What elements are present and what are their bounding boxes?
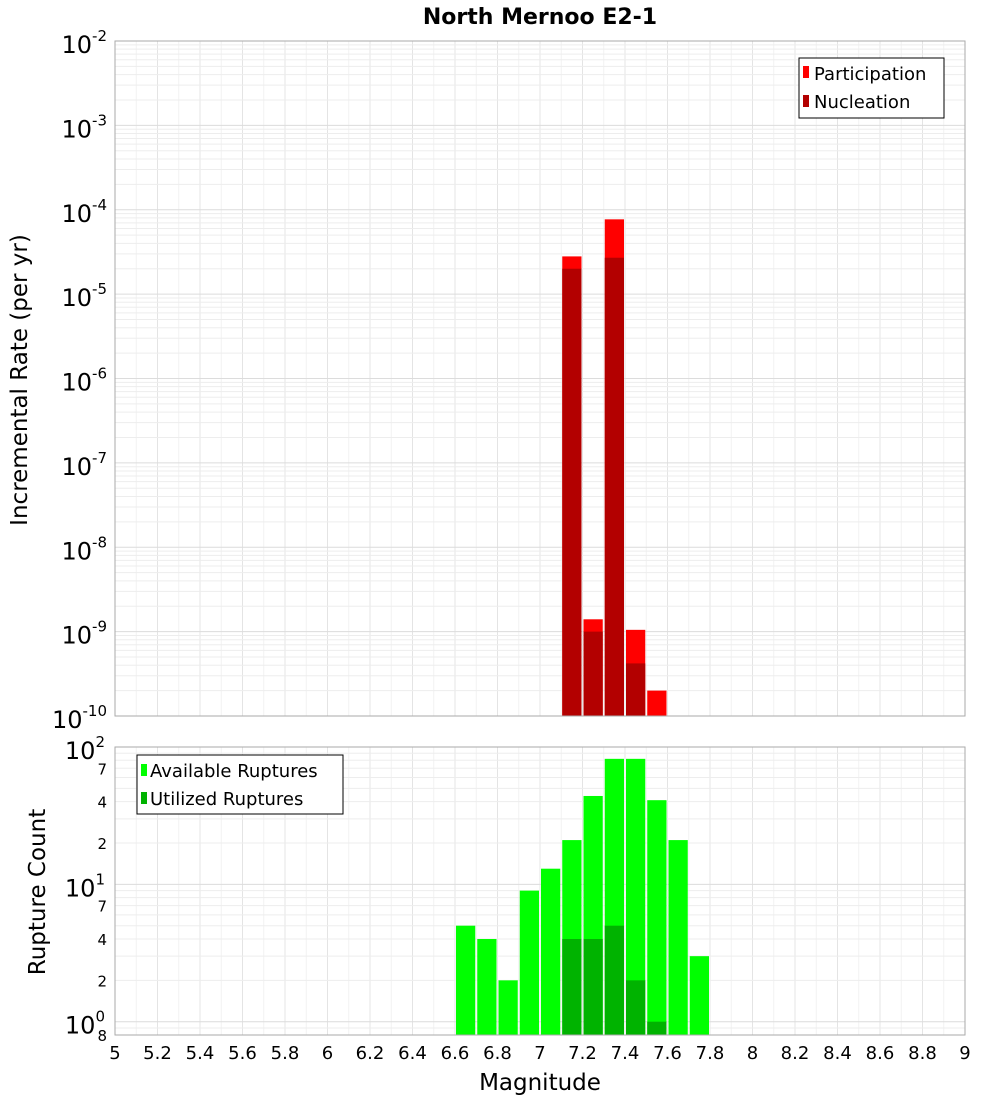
top-bar-participation [647, 690, 667, 716]
top-y-tick-label: 10-2 [61, 27, 107, 59]
bottom-bar-available-ruptures [456, 925, 476, 1035]
bottom-bar-utilized-ruptures [583, 939, 603, 1035]
bottom-bar-available-ruptures [498, 980, 518, 1035]
bottom-bar-available-ruptures [541, 868, 561, 1035]
bottom-y-ticks: 102 101 100 7 4 2 7 4 2 8 [65, 733, 107, 1045]
bottom-y-minor-tick-label: 7 [97, 760, 107, 778]
top-y-tick-label: 10-4 [61, 196, 107, 228]
x-tick-label: 6.8 [483, 1043, 512, 1064]
x-ticks: 5 5.2 5.4 5.6 5.8 6 6.2 6.4 6.6 6.8 7 7.2 7.4 7.6 7.8 8… [109, 1043, 970, 1064]
legend-label-available: Available Ruptures [150, 761, 318, 782]
x-tick-label: 5.2 [143, 1043, 172, 1064]
bottom-bar-available-ruptures [477, 939, 497, 1035]
x-tick-label: 7.4 [611, 1043, 640, 1064]
bottom-y-minor-tick-label: 8 [97, 1027, 107, 1045]
x-tick-label: 7 [534, 1043, 545, 1064]
bottom-y-minor-tick-label: 4 [97, 794, 107, 812]
bottom-grid [114, 747, 966, 1036]
top-bars [562, 219, 667, 717]
x-tick-label: 8.6 [866, 1043, 895, 1064]
bottom-bar-utilized-ruptures [626, 980, 646, 1035]
top-bar-nucleation [583, 631, 603, 716]
bottom-y-tick-label: 100 [65, 1008, 105, 1040]
legend-swatch-nucleation [803, 95, 809, 107]
bottom-legend: Available Ruptures Utilized Ruptures [136, 754, 344, 815]
top-y-tick-label: 10-5 [61, 280, 107, 312]
x-tick-label: 6.2 [356, 1043, 385, 1064]
top-y-tick-label: 10-9 [61, 618, 107, 650]
top-plot-frame [114, 40, 966, 717]
top-y-axis-label: Incremental Rate (per yr) [7, 234, 33, 526]
bottom-bar-utilized-ruptures [604, 925, 624, 1035]
x-tick-label: 6.6 [441, 1043, 470, 1064]
bottom-bar-available-ruptures [519, 890, 539, 1035]
top-y-ticks: 10-2 10-3 10-4 10-5 10-6 10-7 10-8 10-9 10-10 [52, 27, 107, 734]
top-y-tick-label: 10-7 [61, 449, 107, 481]
x-tick-label: 9 [959, 1043, 970, 1064]
top-legend: Participation Nucleation [798, 57, 945, 119]
bottom-bar-utilized-ruptures [647, 1021, 667, 1035]
bottom-plot-frame [114, 746, 966, 1036]
legend-swatch-utilized [141, 792, 147, 804]
x-tick-label: 5.8 [271, 1043, 300, 1064]
x-tick-label: 5.6 [228, 1043, 257, 1064]
bottom-bar-available-ruptures [647, 800, 667, 1035]
x-tick-label: 8 [747, 1043, 758, 1064]
x-tick-label: 5 [109, 1043, 120, 1064]
x-tick-label: 7.6 [653, 1043, 682, 1064]
legend-swatch-participation [803, 66, 809, 78]
bottom-y-tick-label: 102 [65, 733, 105, 765]
x-tick-label: 7.2 [568, 1043, 597, 1064]
bottom-bar-available-ruptures [668, 840, 688, 1035]
legend-label-nucleation: Nucleation [814, 92, 910, 113]
x-axis-label: Magnitude [479, 1070, 601, 1096]
top-y-tick-label: 10-6 [61, 365, 107, 397]
bottom-y-minor-tick-label: 7 [97, 898, 107, 916]
top-legend-box [798, 57, 945, 119]
top-y-tick-label: 10-8 [61, 533, 107, 565]
bottom-legend-box [136, 754, 344, 815]
top-panel: 10-2 10-3 10-4 10-5 10-6 10-7 10-8 10-9 10-10 In… [7, 27, 966, 734]
top-bar-nucleation [604, 257, 624, 716]
top-bar-nucleation [562, 268, 582, 716]
bottom-y-minor-tick-label: 2 [97, 972, 107, 990]
x-tick-label: 8.2 [781, 1043, 810, 1064]
bottom-bars [456, 758, 709, 1035]
bottom-bar-available-ruptures [689, 956, 709, 1035]
bottom-bar-available-ruptures [626, 758, 646, 1035]
legend-swatch-available [141, 764, 147, 776]
x-tick-label: 8.4 [823, 1043, 852, 1064]
top-y-tick-label: 10-10 [52, 702, 107, 734]
bottom-y-minor-tick-label: 4 [97, 931, 107, 949]
legend-label-participation: Participation [814, 64, 926, 85]
top-grid [114, 41, 966, 717]
x-tick-label: 8.8 [908, 1043, 937, 1064]
top-bar-nucleation [626, 663, 646, 716]
top-y-tick-label: 10-3 [61, 111, 107, 143]
chart-title: North Mernoo E2-1 [423, 5, 657, 30]
x-tick-label: 6.4 [398, 1043, 427, 1064]
bottom-y-minor-tick-label: 2 [97, 835, 107, 853]
bottom-y-axis-label: Rupture Count [25, 809, 51, 975]
x-tick-label: 7.8 [696, 1043, 725, 1064]
bottom-y-tick-label: 101 [65, 870, 105, 902]
legend-label-utilized: Utilized Ruptures [150, 789, 303, 810]
bottom-bar-utilized-ruptures [562, 939, 582, 1035]
x-tick-label: 5.4 [186, 1043, 215, 1064]
bottom-panel: 102 101 100 7 4 2 7 4 2 8 Rupture Count Available… [25, 733, 971, 1096]
x-tick-label: 6 [322, 1043, 333, 1064]
